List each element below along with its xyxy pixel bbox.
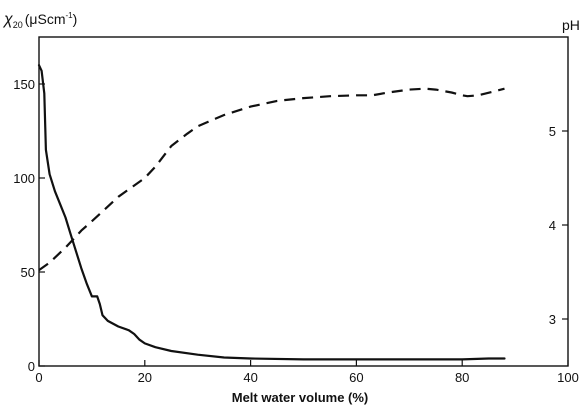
y-right-tick-label: 4	[549, 218, 556, 233]
y-right-tick-label: 3	[549, 312, 556, 327]
series-layer	[37, 64, 506, 361]
x-axis-title: Melt water volume (%)	[232, 390, 369, 405]
ph-series-line	[38, 87, 505, 271]
y-left-tick-label: 100	[13, 171, 35, 186]
y-left-tick-label: 0	[28, 359, 35, 374]
y-left-axis-ticks: 0 50 100 150	[13, 77, 45, 374]
x-tick-label: 80	[455, 370, 469, 385]
x-tick-label: 0	[35, 370, 42, 385]
x-tick-label: 20	[138, 370, 152, 385]
x-tick-label: 100	[557, 370, 579, 385]
conductivity-series-line	[37, 64, 506, 361]
y-right-axis-ticks: 3 4 5	[549, 124, 568, 327]
y-left-axis-title: χ20 (μScm-1)	[2, 11, 77, 30]
x-tick-label: 40	[243, 370, 257, 385]
y-left-tick-label: 150	[13, 77, 35, 92]
plot-frame	[38, 36, 569, 367]
y-right-tick-label: 5	[549, 124, 556, 139]
y-left-tick-label: 50	[21, 265, 35, 280]
x-tick-label: 60	[349, 370, 363, 385]
y-right-axis-title: pH	[562, 17, 580, 33]
x-axis-ticks: 0 20 40 60 80 100	[35, 360, 579, 385]
